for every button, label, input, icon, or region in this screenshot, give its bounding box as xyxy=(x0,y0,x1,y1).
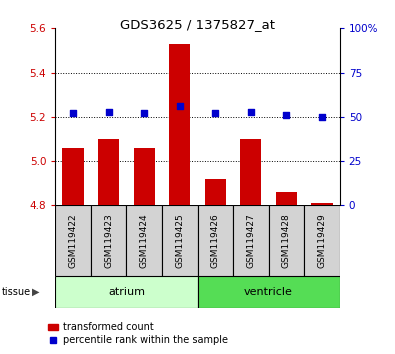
Point xyxy=(212,110,218,116)
Point xyxy=(319,114,325,120)
Bar xyxy=(304,205,340,276)
Text: GSM119425: GSM119425 xyxy=(175,213,184,268)
Text: atrium: atrium xyxy=(108,287,145,297)
Bar xyxy=(269,205,304,276)
Point xyxy=(177,103,183,109)
Bar xyxy=(205,179,226,205)
Text: GSM119429: GSM119429 xyxy=(318,213,326,268)
Bar xyxy=(91,205,126,276)
Point xyxy=(141,110,147,116)
Bar xyxy=(55,276,198,308)
Bar xyxy=(276,192,297,205)
Text: GSM119423: GSM119423 xyxy=(104,213,113,268)
Text: ▶: ▶ xyxy=(32,287,40,297)
Bar xyxy=(240,139,261,205)
Bar xyxy=(98,139,119,205)
Text: GSM119426: GSM119426 xyxy=(211,213,220,268)
Point xyxy=(105,109,112,114)
Bar xyxy=(62,148,84,205)
Bar xyxy=(198,205,233,276)
Bar xyxy=(162,205,198,276)
Text: GSM119422: GSM119422 xyxy=(69,213,77,268)
Text: tissue: tissue xyxy=(2,287,31,297)
Text: ventricle: ventricle xyxy=(244,287,293,297)
Bar xyxy=(169,44,190,205)
Text: GSM119427: GSM119427 xyxy=(246,213,255,268)
Text: GSM119424: GSM119424 xyxy=(140,213,149,268)
Text: GSM119428: GSM119428 xyxy=(282,213,291,268)
Bar xyxy=(126,205,162,276)
Bar xyxy=(134,148,155,205)
Bar xyxy=(55,205,91,276)
Point xyxy=(283,112,290,118)
Bar xyxy=(311,203,333,205)
Point xyxy=(248,109,254,114)
Point xyxy=(70,110,76,116)
Legend: transformed count, percentile rank within the sample: transformed count, percentile rank withi… xyxy=(44,319,232,349)
Bar xyxy=(233,205,269,276)
Text: GDS3625 / 1375827_at: GDS3625 / 1375827_at xyxy=(120,18,275,31)
Bar xyxy=(198,276,340,308)
